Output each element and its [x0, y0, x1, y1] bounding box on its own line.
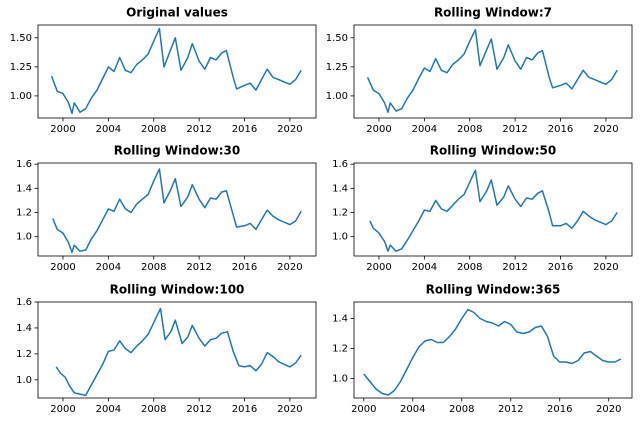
x-tick-label: 2004 [412, 124, 437, 135]
x-tick-label: 2008 [457, 124, 482, 135]
x-tick-label: 2004 [412, 262, 437, 273]
chart-title: Rolling Window:100 [110, 283, 245, 297]
x-tick-label: 2000 [351, 404, 376, 415]
y-tick-label: 1.0 [16, 232, 32, 243]
line [366, 28, 618, 113]
x-tick-label: 2000 [366, 262, 391, 273]
y-tick-label: 1.2 [332, 208, 348, 219]
y-tick-label: 1.4 [332, 314, 348, 325]
chart-title: Rolling Window:30 [114, 144, 240, 158]
x-tick-label: 2008 [457, 262, 482, 273]
x-tick-label: 2004 [400, 404, 425, 415]
x-tick-label: 2012 [502, 124, 527, 135]
y-tick-label: 1.0 [332, 232, 348, 243]
x-tick-label: 2000 [50, 262, 75, 273]
x-tick-label: 2020 [593, 262, 618, 273]
y-tick-label: 1.50 [10, 33, 32, 44]
axes-frame [37, 24, 317, 119]
x-tick-label: 2016 [232, 262, 257, 273]
y-tick-label: 1.0 [16, 375, 32, 386]
y-tick-label: 1.25 [10, 62, 32, 73]
y-tick-label: 1.4 [16, 183, 32, 194]
x-tick-label: 2020 [277, 124, 302, 135]
y-tick-label: 1.6 [16, 297, 32, 308]
x-tick-label: 2008 [449, 404, 474, 415]
x-tick-label: 2016 [548, 124, 573, 135]
x-tick-label: 2008 [141, 124, 166, 135]
y-tick-label: 1.6 [332, 159, 348, 170]
y-tick-label: 1.0 [332, 374, 348, 385]
axes-frame [37, 301, 317, 399]
line [52, 168, 302, 254]
axes-frame [353, 24, 633, 119]
x-tick-label: 2016 [232, 124, 257, 135]
axes-frame [353, 301, 633, 399]
chart-title: Rolling Window:7 [434, 6, 552, 20]
line [55, 307, 302, 397]
x-tick-label: 2012 [186, 404, 211, 415]
y-tick-label: 1.00 [10, 91, 32, 102]
axes-frame [37, 162, 317, 257]
x-tick-label: 2000 [366, 124, 391, 135]
x-tick-label: 2008 [141, 262, 166, 273]
y-tick-label: 1.4 [332, 183, 348, 194]
y-tick-label: 1.2 [16, 208, 32, 219]
x-tick-label: 2012 [502, 262, 527, 273]
chart-title: Rolling Window:50 [430, 144, 556, 158]
x-tick-label: 2016 [548, 262, 573, 273]
line [363, 308, 622, 396]
chart-title: Rolling Window:365 [426, 283, 561, 297]
line [369, 169, 618, 252]
x-tick-label: 2020 [277, 262, 302, 273]
axes-frame [353, 162, 633, 257]
y-tick-label: 1.00 [326, 91, 348, 102]
x-tick-label: 2012 [498, 404, 523, 415]
line [50, 27, 302, 115]
y-tick-label: 1.2 [16, 349, 32, 360]
x-tick-label: 2004 [96, 262, 121, 273]
y-tick-label: 1.25 [326, 62, 348, 73]
x-tick-label: 2020 [277, 404, 302, 415]
x-tick-label: 2016 [232, 404, 257, 415]
x-tick-label: 2004 [96, 124, 121, 135]
x-tick-label: 2000 [50, 124, 75, 135]
x-tick-label: 2012 [186, 124, 211, 135]
y-tick-label: 1.4 [16, 323, 32, 334]
x-tick-label: 2004 [96, 404, 121, 415]
x-tick-label: 2008 [141, 404, 166, 415]
x-tick-label: 2020 [596, 404, 621, 415]
chart-title: Original values [126, 6, 228, 20]
y-tick-label: 1.2 [332, 344, 348, 355]
y-tick-label: 1.50 [326, 33, 348, 44]
x-tick-label: 2000 [50, 404, 75, 415]
x-tick-label: 2020 [593, 124, 618, 135]
y-tick-label: 1.6 [16, 159, 32, 170]
x-tick-label: 2016 [547, 404, 572, 415]
x-tick-label: 2012 [186, 262, 211, 273]
